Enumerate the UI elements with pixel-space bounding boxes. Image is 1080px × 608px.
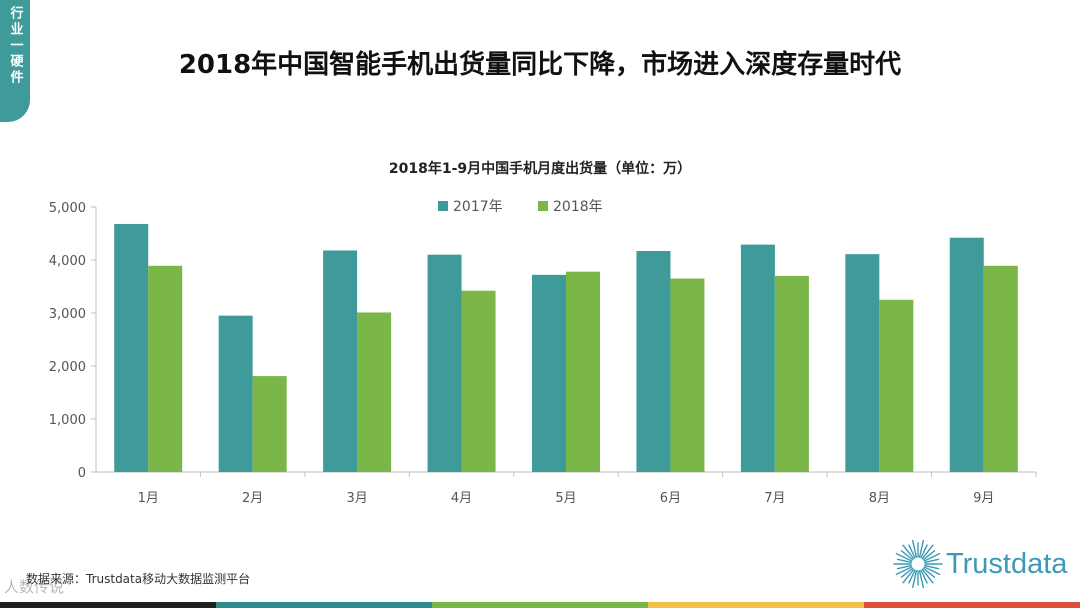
bottom-bar-segment xyxy=(648,602,864,608)
y-tick-label: 5,000 xyxy=(49,201,86,216)
chart-legend: 2017年 2018年 xyxy=(438,199,603,215)
legend-label-2017年: 2017年 xyxy=(453,199,503,215)
bottom-bar-segment xyxy=(432,602,648,608)
bar-2018年-6月 xyxy=(670,278,705,472)
section-tab-label: 行业一硬件 xyxy=(7,6,23,86)
chart-title: 2018年1-9月中国手机月度出货量（单位：万） xyxy=(388,161,692,177)
bar-2018年-4月 xyxy=(461,290,496,472)
bar-2018年-3月 xyxy=(357,312,392,472)
bar-2017年-1月 xyxy=(114,223,149,472)
bar-2018年-9月 xyxy=(983,265,1018,472)
sunburst-ray xyxy=(900,550,914,561)
x-tick-label: 1月 xyxy=(138,491,159,506)
legend-swatch-2017年 xyxy=(438,201,448,211)
bar-chart: 0 1,000 2,000 3,000 4,000 5,000 1月 2月 3月 4月 5月 6月 7月… xyxy=(49,199,1037,506)
logo-text: Trustdata xyxy=(946,547,1068,580)
sunburst-ray xyxy=(911,539,918,558)
bar-2018年-7月 xyxy=(774,275,809,472)
legend-swatch-2018年 xyxy=(538,201,548,211)
sunburst-ray xyxy=(922,550,936,561)
sunburst-ray xyxy=(923,566,941,576)
y-tick-label: 3,000 xyxy=(49,307,86,322)
x-tick-label: 2月 xyxy=(242,491,263,506)
sunburst-ray xyxy=(911,570,918,589)
x-tick-label: 8月 xyxy=(869,491,890,506)
sunburst-ray xyxy=(902,544,915,560)
bottom-bar-segment xyxy=(216,602,432,608)
sunburst-ray xyxy=(895,566,913,576)
sunburst-ray xyxy=(902,568,915,584)
sunburst-ray xyxy=(918,539,925,558)
sunburst-ray xyxy=(924,564,940,570)
bottom-bar-segment xyxy=(0,602,216,608)
x-tick-label: 4月 xyxy=(451,491,472,506)
bar-2017年-3月 xyxy=(323,250,358,472)
sunburst-ray xyxy=(908,544,916,559)
bar-2017年-4月 xyxy=(427,254,462,472)
data-source: 数据来源：Trustdata移动大数据监测平台 xyxy=(26,572,251,586)
bar-2018年-5月 xyxy=(566,271,600,472)
x-tick-label: 5月 xyxy=(555,491,576,506)
sunburst-ray xyxy=(918,570,925,589)
sunburst-ray xyxy=(900,567,914,578)
y-tick-label: 1,000 xyxy=(49,413,86,428)
sunburst-ray xyxy=(923,552,941,562)
sunburst-ray xyxy=(920,569,928,584)
bar-2017年-6月 xyxy=(636,250,671,472)
sunburst-ray xyxy=(921,544,934,560)
sunburst-ray xyxy=(896,564,912,570)
bar-2018年-2月 xyxy=(252,376,287,472)
y-tick-label: 0 xyxy=(78,466,86,481)
x-tick-label: 7月 xyxy=(764,491,785,506)
bar-2017年-8月 xyxy=(845,254,880,472)
page-title: 2018年中国智能手机出货量同比下降，市场进入深度存量时代 xyxy=(178,50,902,80)
y-tick-label: 2,000 xyxy=(49,360,86,375)
sunburst-ray xyxy=(908,569,916,584)
chart-bars xyxy=(114,223,1018,472)
sunburst-logo-icon xyxy=(893,539,943,589)
sunburst-ray xyxy=(895,552,913,562)
bar-2017年-2月 xyxy=(218,315,253,472)
bottom-bar-segment xyxy=(864,602,1080,608)
sunburst-ray xyxy=(920,544,928,559)
sunburst-ray xyxy=(922,567,936,578)
bar-2017年-5月 xyxy=(532,274,566,472)
bar-2018年-8月 xyxy=(879,299,914,472)
y-tick-label: 4,000 xyxy=(49,254,86,269)
section-tab: 行业一硬件 xyxy=(0,0,30,122)
legend-label-2018年: 2018年 xyxy=(553,199,603,215)
sunburst-ray xyxy=(924,558,940,564)
trustdata-logo: Trustdata xyxy=(892,536,1067,592)
x-tick-label: 6月 xyxy=(660,491,681,506)
sunburst-ray xyxy=(896,558,912,564)
bottom-color-bar xyxy=(0,602,1080,608)
x-tick-label: 9月 xyxy=(973,491,994,506)
bar-2018年-1月 xyxy=(148,265,183,472)
sunburst-ray xyxy=(921,568,934,584)
x-tick-label: 3月 xyxy=(346,491,367,506)
bar-2017年-9月 xyxy=(949,237,984,472)
watermark: 人数传说 xyxy=(4,578,65,596)
bar-2017年-7月 xyxy=(740,244,775,472)
